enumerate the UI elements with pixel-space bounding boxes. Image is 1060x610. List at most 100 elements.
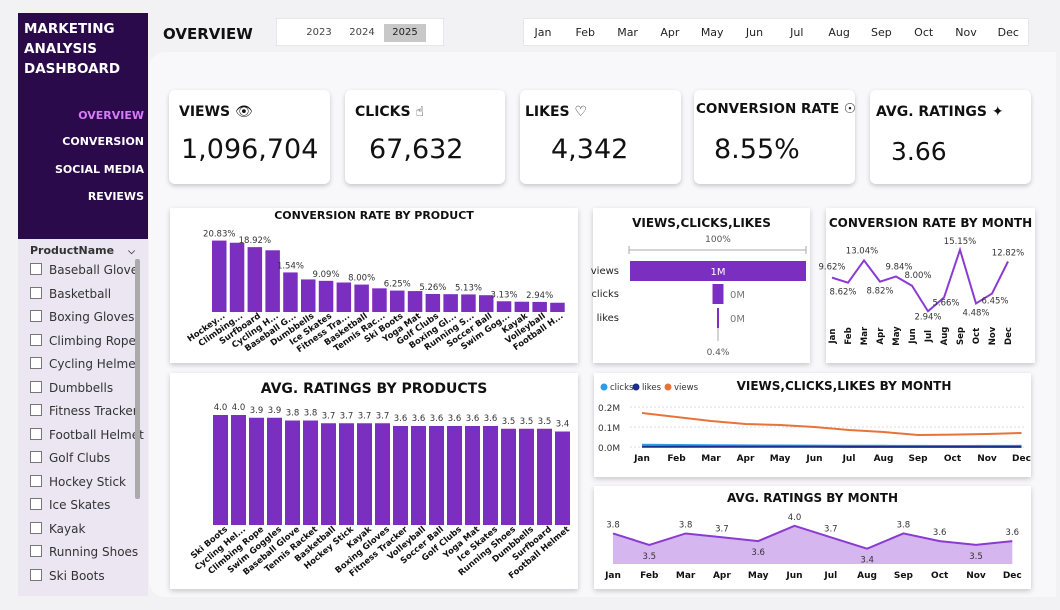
tick-label: May xyxy=(748,571,769,581)
data-label: 3.5 xyxy=(502,417,516,427)
bar xyxy=(483,426,498,525)
month-button[interactable]: May xyxy=(700,26,724,39)
kpi-ratings-label: AVG. RATINGS ✦ xyxy=(876,104,1004,120)
month-button[interactable]: Aug xyxy=(828,26,850,39)
nav-social-media[interactable]: SOCIAL MEDIA xyxy=(55,163,144,176)
data-label: 3.9 xyxy=(268,406,282,416)
kpi-clicks-label: CLICKS ☝ xyxy=(355,104,425,120)
checkbox[interactable] xyxy=(30,498,42,510)
month-button[interactable]: Jul xyxy=(790,26,804,39)
checkbox[interactable] xyxy=(30,310,42,322)
filter-item[interactable]: Boxing Gloves xyxy=(30,310,144,324)
data-label: 3.7 xyxy=(322,411,336,421)
bar xyxy=(213,415,228,525)
data-label: 3.8 xyxy=(286,409,300,419)
checkbox[interactable] xyxy=(30,333,42,346)
checkbox[interactable] xyxy=(30,474,42,487)
bar xyxy=(301,279,316,312)
filter-item[interactable]: Climbing Rope xyxy=(30,333,144,348)
value-label: 0M xyxy=(730,314,745,325)
year-2024-button[interactable]: 2024 xyxy=(349,27,375,38)
bar xyxy=(372,288,387,312)
filter-item[interactable]: Ice Skates xyxy=(30,498,144,512)
month-button[interactable]: Jan xyxy=(534,26,552,39)
nav-overview[interactable]: OVERVIEW xyxy=(78,109,144,122)
kpi-conversion-rate: CONVERSION RATE ☉ 8.55% xyxy=(694,90,856,184)
kpi-ratings-value: 3.66 xyxy=(891,137,947,166)
bar xyxy=(285,420,300,525)
filter-item[interactable]: Golf Clubs xyxy=(30,451,144,465)
month-button[interactable]: Apr xyxy=(660,26,680,39)
series-line xyxy=(612,524,1013,550)
checkbox[interactable] xyxy=(30,357,42,369)
month-button[interactable]: Jun xyxy=(745,26,764,39)
nav-reviews[interactable]: REVIEWS xyxy=(87,190,144,203)
heart-icon: ♡ xyxy=(574,104,588,120)
bar xyxy=(249,417,264,525)
conversion-rate-by-product-chart: 20.83%Hockey...Climbing...18.92%Surfboar… xyxy=(186,230,566,356)
tick-label: Apr xyxy=(713,571,731,581)
data-label: 3.7 xyxy=(340,411,354,421)
tick-label: Mar xyxy=(860,326,870,345)
chart-title: VIEWS,CLICKS,LIKES xyxy=(632,216,771,230)
month-button[interactable]: Nov xyxy=(955,26,977,39)
data-label: 20.83% xyxy=(203,230,235,240)
filter-item[interactable]: Dumbbells xyxy=(30,380,144,395)
bar xyxy=(496,301,512,312)
filter-item[interactable]: Football Helmet xyxy=(30,427,144,442)
checkbox[interactable] xyxy=(30,263,42,275)
month-button[interactable]: Sep xyxy=(871,26,892,39)
data-label: 3.6 xyxy=(430,414,444,424)
year-2025-button[interactable]: 2025 xyxy=(384,24,426,42)
chevron-down-icon[interactable]: ⌵ xyxy=(128,247,135,257)
scrollbar[interactable] xyxy=(135,259,140,499)
kpi-clicks: CLICKS ☝ 67,632 xyxy=(345,90,505,184)
checkbox[interactable] xyxy=(30,380,42,393)
bar xyxy=(265,250,280,312)
legend-label: likes xyxy=(642,383,662,393)
filter-item[interactable]: Baseball Glove xyxy=(30,263,144,277)
filter-item[interactable]: Hockey Stick xyxy=(30,474,144,489)
tick-label: Apr xyxy=(737,454,755,464)
filter-item[interactable]: Fitness Tracker xyxy=(30,404,144,418)
checkbox[interactable] xyxy=(30,404,42,416)
checkbox[interactable] xyxy=(30,545,42,557)
bar xyxy=(339,423,354,525)
filter-header[interactable]: ProductName ⌵ xyxy=(30,244,135,257)
bar xyxy=(429,426,444,525)
month-button[interactable]: Mar xyxy=(617,26,638,39)
data-label: 3.5 xyxy=(969,552,983,562)
year-2023-button[interactable]: 2023 xyxy=(306,27,332,38)
filter-item-label: Boxing Gloves xyxy=(49,310,135,324)
filter-item[interactable]: Basketball xyxy=(30,286,144,301)
checkbox[interactable] xyxy=(30,286,42,299)
filter-item[interactable]: Kayak xyxy=(30,521,144,536)
tick-label: Nov xyxy=(966,571,986,581)
data-label: 3.7 xyxy=(715,524,729,534)
tick-label: 0.0M xyxy=(598,444,620,454)
data-label: 6.25% xyxy=(384,280,411,290)
checkbox[interactable] xyxy=(30,451,42,463)
checkbox[interactable] xyxy=(30,427,42,440)
bar xyxy=(321,423,336,525)
data-label: 3.8 xyxy=(606,520,620,530)
bar xyxy=(537,428,552,525)
data-label: 3.4 xyxy=(556,420,570,430)
sidebar: MARKETING ANALYSIS DASHBOARD OVERVIEW CO… xyxy=(18,13,148,239)
checkbox[interactable] xyxy=(30,521,42,534)
data-label: 1.54% xyxy=(277,261,304,271)
month-button[interactable]: Dec xyxy=(997,26,1019,39)
filter-item[interactable]: Cycling Helmet xyxy=(30,357,144,371)
filter-item[interactable]: Ski Boots xyxy=(30,568,144,583)
month-button[interactable]: Feb xyxy=(575,26,596,39)
filter-item-label: Ice Skates xyxy=(49,498,111,512)
month-button[interactable]: Oct xyxy=(914,26,934,39)
checkbox[interactable] xyxy=(30,568,42,581)
bottom-label: 0.4% xyxy=(707,348,730,358)
filter-item[interactable]: Running Shoes xyxy=(30,545,144,559)
data-label: 8.82% xyxy=(866,287,893,297)
nav-conversion[interactable]: CONVERSION xyxy=(62,135,144,148)
category-label: clicks xyxy=(591,289,619,300)
data-label: 3.4 xyxy=(860,556,874,566)
chart-title: AVG. RATINGS BY MONTH xyxy=(726,491,899,505)
